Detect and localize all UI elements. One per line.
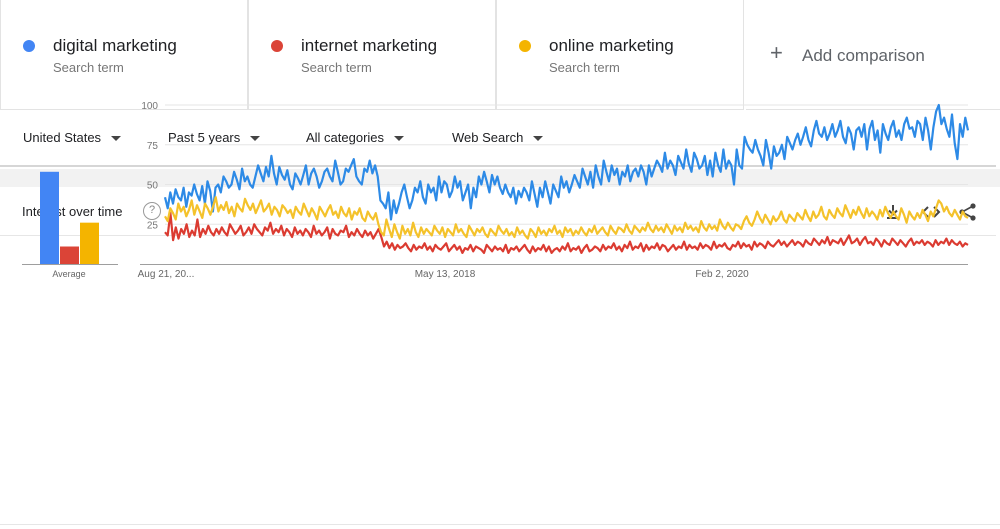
region-label: United States (23, 130, 102, 145)
y-tick-label: 100 (141, 101, 158, 112)
term-name[interactable]: digital marketing (53, 36, 177, 55)
interest-over-time-panel: Interest over time ? (0, 187, 1000, 529)
caret-down-icon (533, 136, 544, 142)
y-tick-label: 50 (147, 181, 159, 192)
caret-down-icon (111, 136, 122, 142)
term-card-3[interactable]: online marketing Search term (496, 0, 744, 110)
average-bar (60, 246, 79, 264)
y-tick-label: 75 (147, 141, 159, 152)
series-line (163, 103, 970, 221)
comparison-terms: digital marketing Search term internet m… (0, 0, 1000, 110)
average-bar (40, 171, 59, 264)
panel-bottom-border (0, 524, 1000, 525)
search-type-dropdown[interactable]: Web Search (452, 130, 544, 145)
y-tick-label: 25 (147, 220, 159, 231)
average-bar (80, 222, 99, 264)
term-type: Search term (549, 60, 620, 75)
term-color-dot (271, 40, 283, 52)
x-tick-label: Aug 21, 20... (138, 269, 195, 279)
region-dropdown[interactable]: United States (23, 130, 122, 145)
add-comparison-button[interactable]: + Add comparison (746, 0, 1000, 110)
average-label: Average (52, 269, 85, 279)
category-label: All categories (306, 130, 385, 145)
caret-down-icon (394, 136, 405, 142)
filter-bar: United States Past 5 years All categorie… (0, 110, 996, 167)
term-type: Search term (301, 60, 372, 75)
term-color-dot (519, 40, 531, 52)
x-tick-label: May 13, 2018 (415, 269, 476, 279)
term-name[interactable]: online marketing (549, 36, 674, 55)
term-name[interactable]: internet marketing (301, 36, 438, 55)
time-range-label: Past 5 years (168, 130, 241, 145)
time-range-dropdown[interactable]: Past 5 years (168, 130, 261, 145)
series-line (164, 212, 969, 254)
help-icon[interactable]: ? (143, 202, 161, 220)
search-type-label: Web Search (452, 130, 524, 145)
x-tick-label: Feb 2, 2020 (695, 269, 749, 279)
add-comparison-label: Add comparison (802, 46, 925, 65)
category-dropdown[interactable]: All categories (306, 130, 405, 145)
term-type: Search term (53, 60, 124, 75)
plus-icon: + (770, 40, 783, 65)
interest-chart: 25 50 75 100 Average Aug 21, 20... May 13, 2… (22, 101, 970, 279)
term-card-2[interactable]: internet marketing Search term (248, 0, 496, 110)
term-color-dot (23, 40, 35, 52)
term-card-1[interactable]: digital marketing Search term (0, 0, 248, 110)
caret-down-icon (250, 136, 261, 142)
series-line (164, 196, 969, 240)
